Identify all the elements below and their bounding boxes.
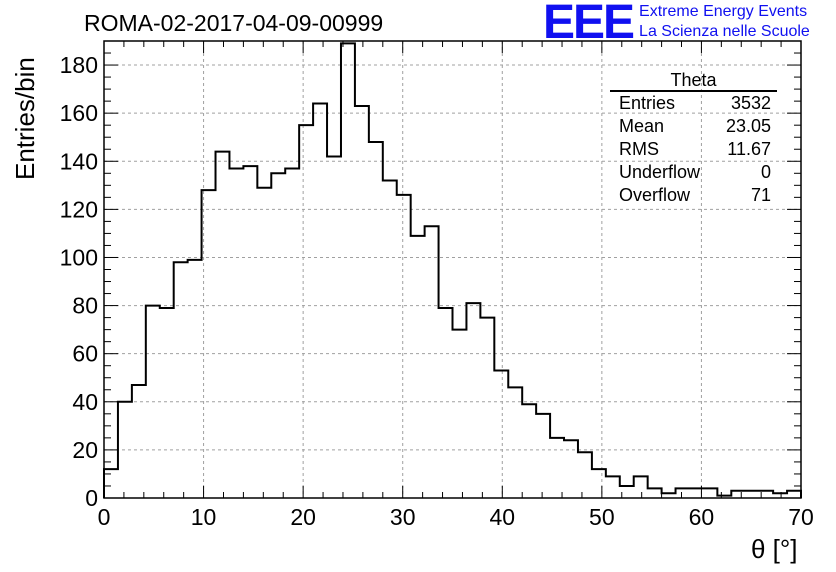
y-tick-label: 140 [60, 148, 98, 174]
stats-value: 71 [750, 185, 771, 205]
y-tick-label: 180 [60, 52, 98, 78]
stats-row-overflow: Overflow 71 [610, 184, 777, 207]
stats-label: Underflow [619, 162, 701, 182]
y-tick-label: 80 [72, 293, 98, 319]
logo-text: Extreme Energy Events La Scienza nelle S… [639, 2, 810, 42]
logo-line-1: Extreme Energy Events [639, 3, 808, 20]
stats-row-underflow: Underflow 0 [610, 161, 777, 184]
logo-mark: EEE [543, 0, 635, 49]
y-tick-label: 60 [72, 341, 98, 367]
stats-row-rms: RMS 11.67 [610, 138, 777, 161]
x-tick-label: 20 [290, 504, 316, 530]
logo-line-2: La Scienza nelle Scuole [639, 23, 810, 40]
stats-label: Mean [619, 116, 665, 136]
x-tick-label: 0 [98, 504, 111, 530]
stats-label: Entries [619, 93, 676, 113]
y-tick-label: 0 [85, 485, 98, 511]
y-axis-label: Entries/bin [10, 57, 40, 180]
y-tick-label: 120 [60, 196, 98, 222]
stats-value: 3532 [730, 93, 771, 113]
stats-value: 11.67 [727, 139, 771, 159]
stats-label: Overflow [619, 185, 691, 205]
x-tick-label: 10 [191, 504, 217, 530]
x-tick-label: 30 [390, 504, 416, 530]
x-tick-label: 50 [589, 504, 615, 530]
x-axis-label: θ [°] [751, 534, 798, 564]
y-tick-label: 40 [72, 389, 98, 415]
stats-value: 0 [760, 162, 771, 182]
stats-row-mean: Mean 23.05 [610, 115, 777, 138]
stats-row-entries: Entries 3532 [610, 92, 777, 115]
x-tick-label: 70 [788, 504, 814, 530]
stats-value: 23.05 [725, 116, 771, 136]
eee-logo: EEE Extreme Energy Events La Scienza nel… [543, 0, 810, 49]
y-tick-label: 100 [60, 244, 98, 270]
y-tick-label: 20 [72, 437, 98, 463]
x-tick-label: 40 [489, 504, 515, 530]
chart-title: ROMA-02-2017-04-09-00999 [84, 10, 384, 36]
stats-title: Theta [610, 70, 777, 92]
stats-label: RMS [619, 139, 659, 159]
y-tick-label: 160 [60, 100, 98, 126]
x-tick-label: 60 [689, 504, 715, 530]
stats-box: Theta Entries 3532 Mean 23.05 RMS 11.67 … [610, 70, 777, 207]
